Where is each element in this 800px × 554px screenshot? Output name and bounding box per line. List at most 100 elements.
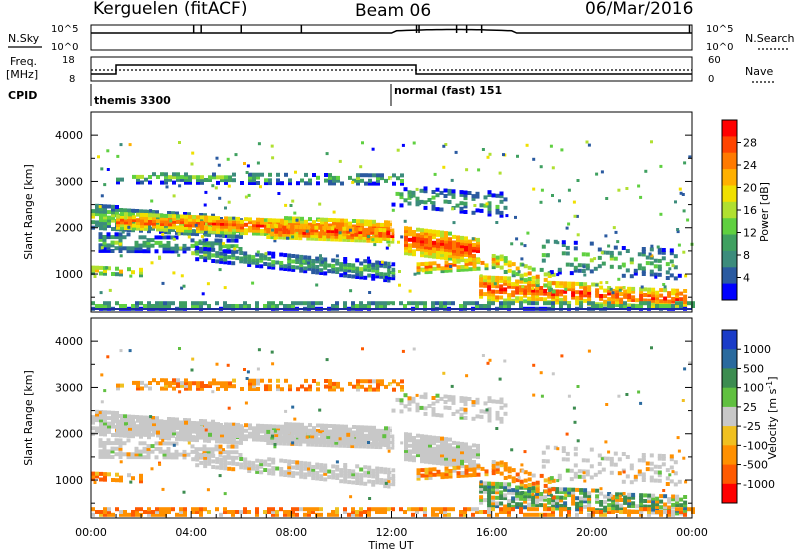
power-cell (479, 208, 484, 213)
power-cell (166, 249, 171, 254)
power-cell (211, 253, 216, 258)
velocity-cell (256, 426, 260, 431)
power-cell (487, 281, 492, 286)
power-cell (519, 299, 524, 304)
power-cell (115, 207, 119, 212)
power-cell (119, 304, 123, 308)
velocity-cell (243, 507, 247, 512)
velocity-cell (543, 483, 548, 488)
velocity-cell (216, 430, 220, 435)
power-cell (456, 259, 461, 264)
power-cell (650, 140, 653, 144)
velocity-cell (167, 510, 171, 514)
power-cell (139, 270, 143, 275)
velocity-cell (116, 429, 120, 433)
power-cell (555, 292, 560, 297)
velocity-cell (332, 381, 336, 386)
power-cell (403, 304, 407, 308)
power-cell (395, 191, 400, 196)
velocity-cell (436, 458, 440, 463)
power-cell (108, 288, 112, 292)
velocity-cell (138, 449, 143, 454)
velocity-cell (263, 462, 268, 467)
power-cell (99, 265, 103, 270)
velocity-cell (190, 449, 195, 454)
power-cell (595, 291, 600, 295)
power-cell (278, 229, 283, 234)
velocity-cell (263, 510, 267, 514)
velocity-cell (684, 480, 688, 484)
velocity-cell (119, 475, 123, 480)
power-cell (639, 195, 643, 199)
velocity-cell (287, 470, 292, 475)
velocity-cell (291, 465, 296, 470)
velocity-cell (91, 474, 95, 479)
power-cell (436, 266, 441, 271)
velocity-cell (416, 444, 420, 449)
power-cell (128, 143, 132, 147)
velocity-cell (465, 374, 469, 378)
velocity-cell (479, 500, 484, 505)
velocity-cell (148, 386, 152, 391)
power-cell (499, 290, 504, 294)
power-cell (649, 269, 654, 274)
velocity-cell (472, 448, 476, 453)
power-cell (172, 217, 176, 221)
power-cell (483, 304, 487, 308)
velocity-cell (423, 392, 428, 397)
velocity-cell (208, 381, 212, 386)
velocity-cell (495, 495, 500, 500)
velocity-cell (639, 512, 643, 517)
velocity-cell (639, 496, 644, 500)
power-cell (682, 209, 686, 213)
velocity-cell (178, 347, 181, 350)
power-cell (551, 292, 556, 297)
velocity-cell (595, 497, 600, 501)
cpid-panel: CPID themis 3300 normal (fast) 151 (8, 84, 502, 107)
power-cell (548, 289, 552, 292)
power-cell (563, 298, 568, 303)
velocity-cell (311, 476, 316, 481)
velocity-cell (448, 454, 452, 459)
velocity-cell (272, 427, 276, 432)
power-cell (609, 256, 614, 261)
velocity-cell (463, 510, 467, 514)
power-cell (368, 173, 372, 178)
velocity-cell (479, 484, 484, 489)
velocity-cell (436, 450, 440, 454)
power-cell (495, 258, 500, 263)
power-cell (212, 224, 216, 229)
velocity-cell (223, 510, 227, 514)
power-cell (372, 225, 376, 230)
power-cell (641, 247, 646, 251)
power-cell (408, 251, 412, 256)
velocity-cell (196, 384, 200, 388)
velocity-cell (355, 478, 360, 483)
power-cell (270, 224, 275, 228)
velocity-cell (355, 464, 360, 469)
power-cell (119, 143, 123, 147)
velocity-cell (171, 507, 175, 512)
velocity-cell (416, 450, 420, 455)
power-cell (128, 215, 132, 220)
power-cell (424, 245, 428, 250)
velocity-cell (307, 470, 312, 475)
velocity-cell (330, 440, 335, 445)
velocity-cell (464, 442, 468, 447)
power-cell (100, 167, 104, 171)
velocity-cell (211, 453, 216, 458)
power-cell (312, 173, 316, 177)
power-cell (396, 176, 400, 181)
power-cell (623, 304, 627, 308)
velocity-cell (587, 493, 592, 498)
power-cell (559, 304, 563, 308)
power-cell (591, 282, 596, 287)
power-cell (479, 278, 484, 283)
power-cell (294, 170, 297, 174)
power-cell (325, 152, 329, 156)
power-cell (203, 249, 208, 254)
velocity-cell (424, 473, 429, 478)
power-cell (304, 219, 308, 224)
power-cell (571, 290, 576, 295)
velocity-cell (91, 415, 95, 420)
